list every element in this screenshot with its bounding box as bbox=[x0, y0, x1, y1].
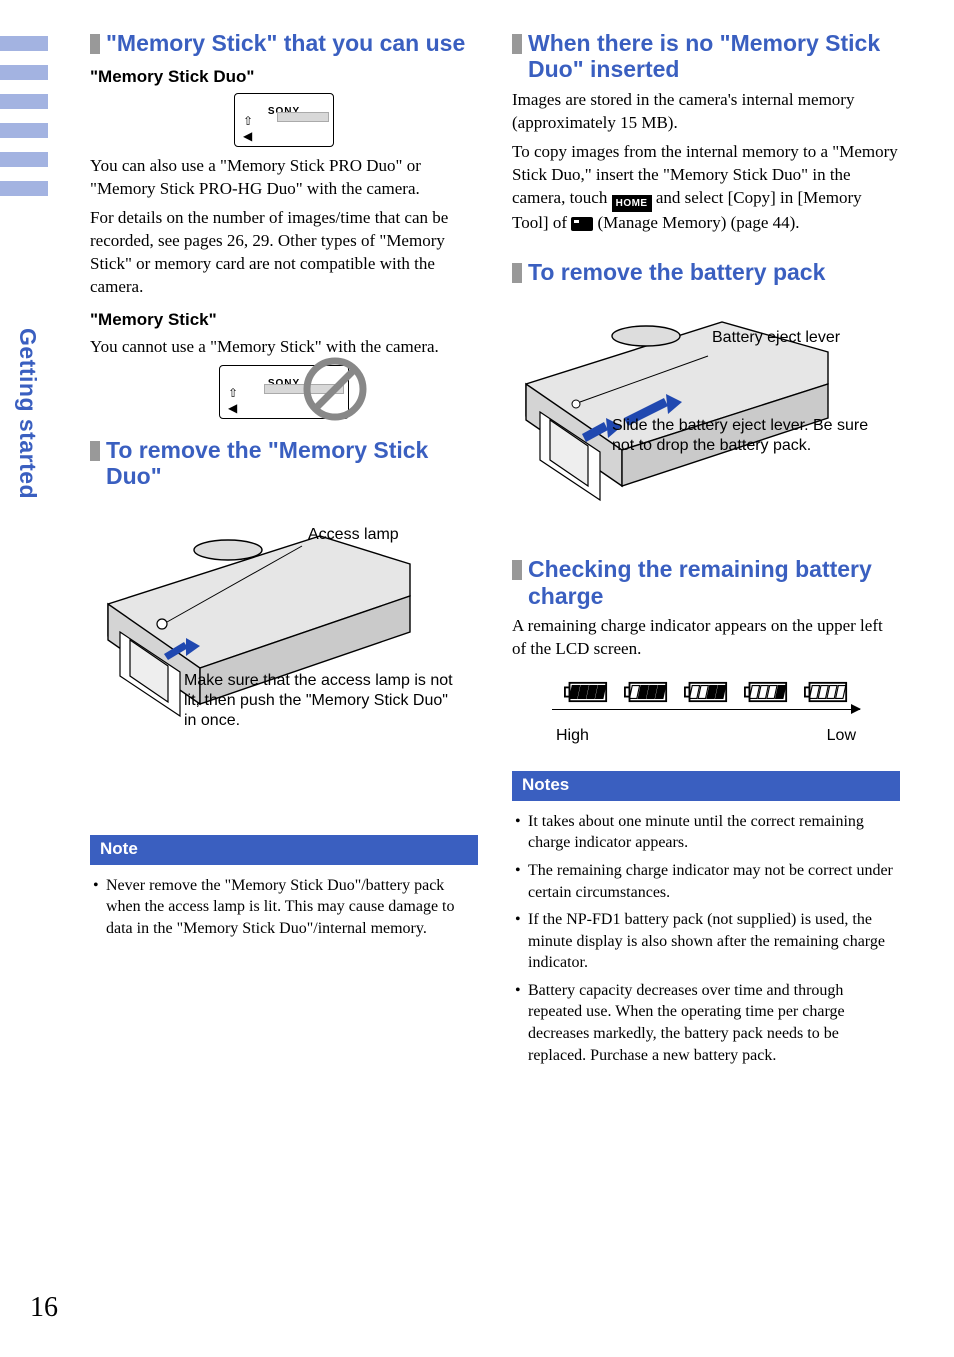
heading-bar-icon bbox=[90, 441, 100, 461]
heading-no-ms-duo: When there is no "Memory Stick Duo" inse… bbox=[512, 30, 900, 83]
notes-item: The remaining charge indicator may not b… bbox=[512, 860, 900, 903]
subheading-memory-stick: "Memory Stick" bbox=[90, 309, 478, 332]
camera-remove-ms-diagram: Access lamp Make sure that the access la… bbox=[90, 504, 478, 811]
heading-check-charge: Checking the remaining battery charge bbox=[512, 556, 900, 609]
paragraph-pro-duo: You can also use a "Memory Stick PRO Duo… bbox=[90, 155, 478, 201]
section-tab-label: Getting started bbox=[12, 328, 43, 499]
text-fragment: (Manage Memory) (page 44). bbox=[598, 213, 800, 232]
right-column: When there is no "Memory Stick Duo" inse… bbox=[512, 30, 900, 1072]
battery-icon bbox=[683, 681, 729, 703]
paragraph-internal-memory: Images are stored in the camera's intern… bbox=[512, 89, 900, 135]
annotation-eject-lever: Battery eject lever bbox=[712, 328, 872, 348]
battery-icon bbox=[623, 681, 669, 703]
charge-arrow bbox=[552, 709, 860, 721]
memory-stick-prohibited-diagram: SONY ⇧ ◀ bbox=[90, 365, 478, 419]
note-list: Never remove the "Memory Stick Duo"/batt… bbox=[90, 875, 478, 946]
heading-text: To remove the battery pack bbox=[528, 259, 900, 285]
heading-text: When there is no "Memory Stick Duo" inse… bbox=[528, 30, 900, 83]
left-column: "Memory Stick" that you can use "Memory … bbox=[90, 30, 478, 1072]
prohibit-icon bbox=[303, 357, 367, 421]
heading-text: "Memory Stick" that you can use bbox=[106, 30, 478, 56]
memory-stick-duo-diagram: SONY ⇧ ◀ bbox=[90, 93, 478, 147]
subheading-ms-duo: "Memory Stick Duo" bbox=[90, 66, 478, 89]
battery-icon bbox=[563, 681, 609, 703]
annotation-access-lamp: Access lamp bbox=[308, 525, 448, 545]
heading-text: To remove the "Memory Stick Duo" bbox=[106, 437, 478, 490]
notes-list: It takes about one minute until the corr… bbox=[512, 811, 900, 1073]
memory-tool-icon bbox=[571, 217, 593, 231]
notes-item: Battery capacity decreases over time and… bbox=[512, 980, 900, 1066]
notes-label: Notes bbox=[512, 771, 900, 801]
label-low: Low bbox=[827, 725, 856, 747]
battery-icon bbox=[803, 681, 849, 703]
heading-bar-icon bbox=[512, 34, 522, 54]
notes-item: If the NP-FD1 battery pack (not supplied… bbox=[512, 909, 900, 974]
page-number: 16 bbox=[30, 1289, 58, 1327]
camera-remove-battery-diagram: Battery eject lever Slide the battery ej… bbox=[512, 300, 900, 577]
heading-text: Checking the remaining battery charge bbox=[528, 556, 900, 609]
side-tabs bbox=[0, 36, 48, 210]
label-high: High bbox=[556, 725, 589, 747]
heading-remove-battery: To remove the battery pack bbox=[512, 259, 900, 285]
battery-icon bbox=[743, 681, 789, 703]
heading-bar-icon bbox=[512, 560, 522, 580]
heading-remove-ms-duo: To remove the "Memory Stick Duo" bbox=[90, 437, 478, 490]
notes-item: It takes about one minute until the corr… bbox=[512, 811, 900, 854]
annotation-push-in: Make sure that the access lamp is not li… bbox=[184, 671, 454, 731]
note-item: Never remove the "Memory Stick Duo"/batt… bbox=[90, 875, 478, 940]
home-icon: HOME bbox=[612, 195, 652, 213]
high-low-labels: High Low bbox=[512, 725, 900, 747]
battery-indicator-row bbox=[512, 681, 900, 703]
paragraph-details: For details on the number of images/time… bbox=[90, 207, 478, 299]
annotation-slide-lever: Slide the battery eject lever. Be sure n… bbox=[612, 416, 872, 456]
heading-memory-stick-use: "Memory Stick" that you can use bbox=[90, 30, 478, 56]
paragraph-copy: To copy images from the internal memory … bbox=[512, 141, 900, 235]
heading-bar-icon bbox=[90, 34, 100, 54]
note-label: Note bbox=[90, 835, 478, 865]
heading-bar-icon bbox=[512, 263, 522, 283]
paragraph-cannot-use: You cannot use a "Memory Stick" with the… bbox=[90, 336, 478, 359]
paragraph-indicator: A remaining charge indicator appears on … bbox=[512, 615, 900, 661]
